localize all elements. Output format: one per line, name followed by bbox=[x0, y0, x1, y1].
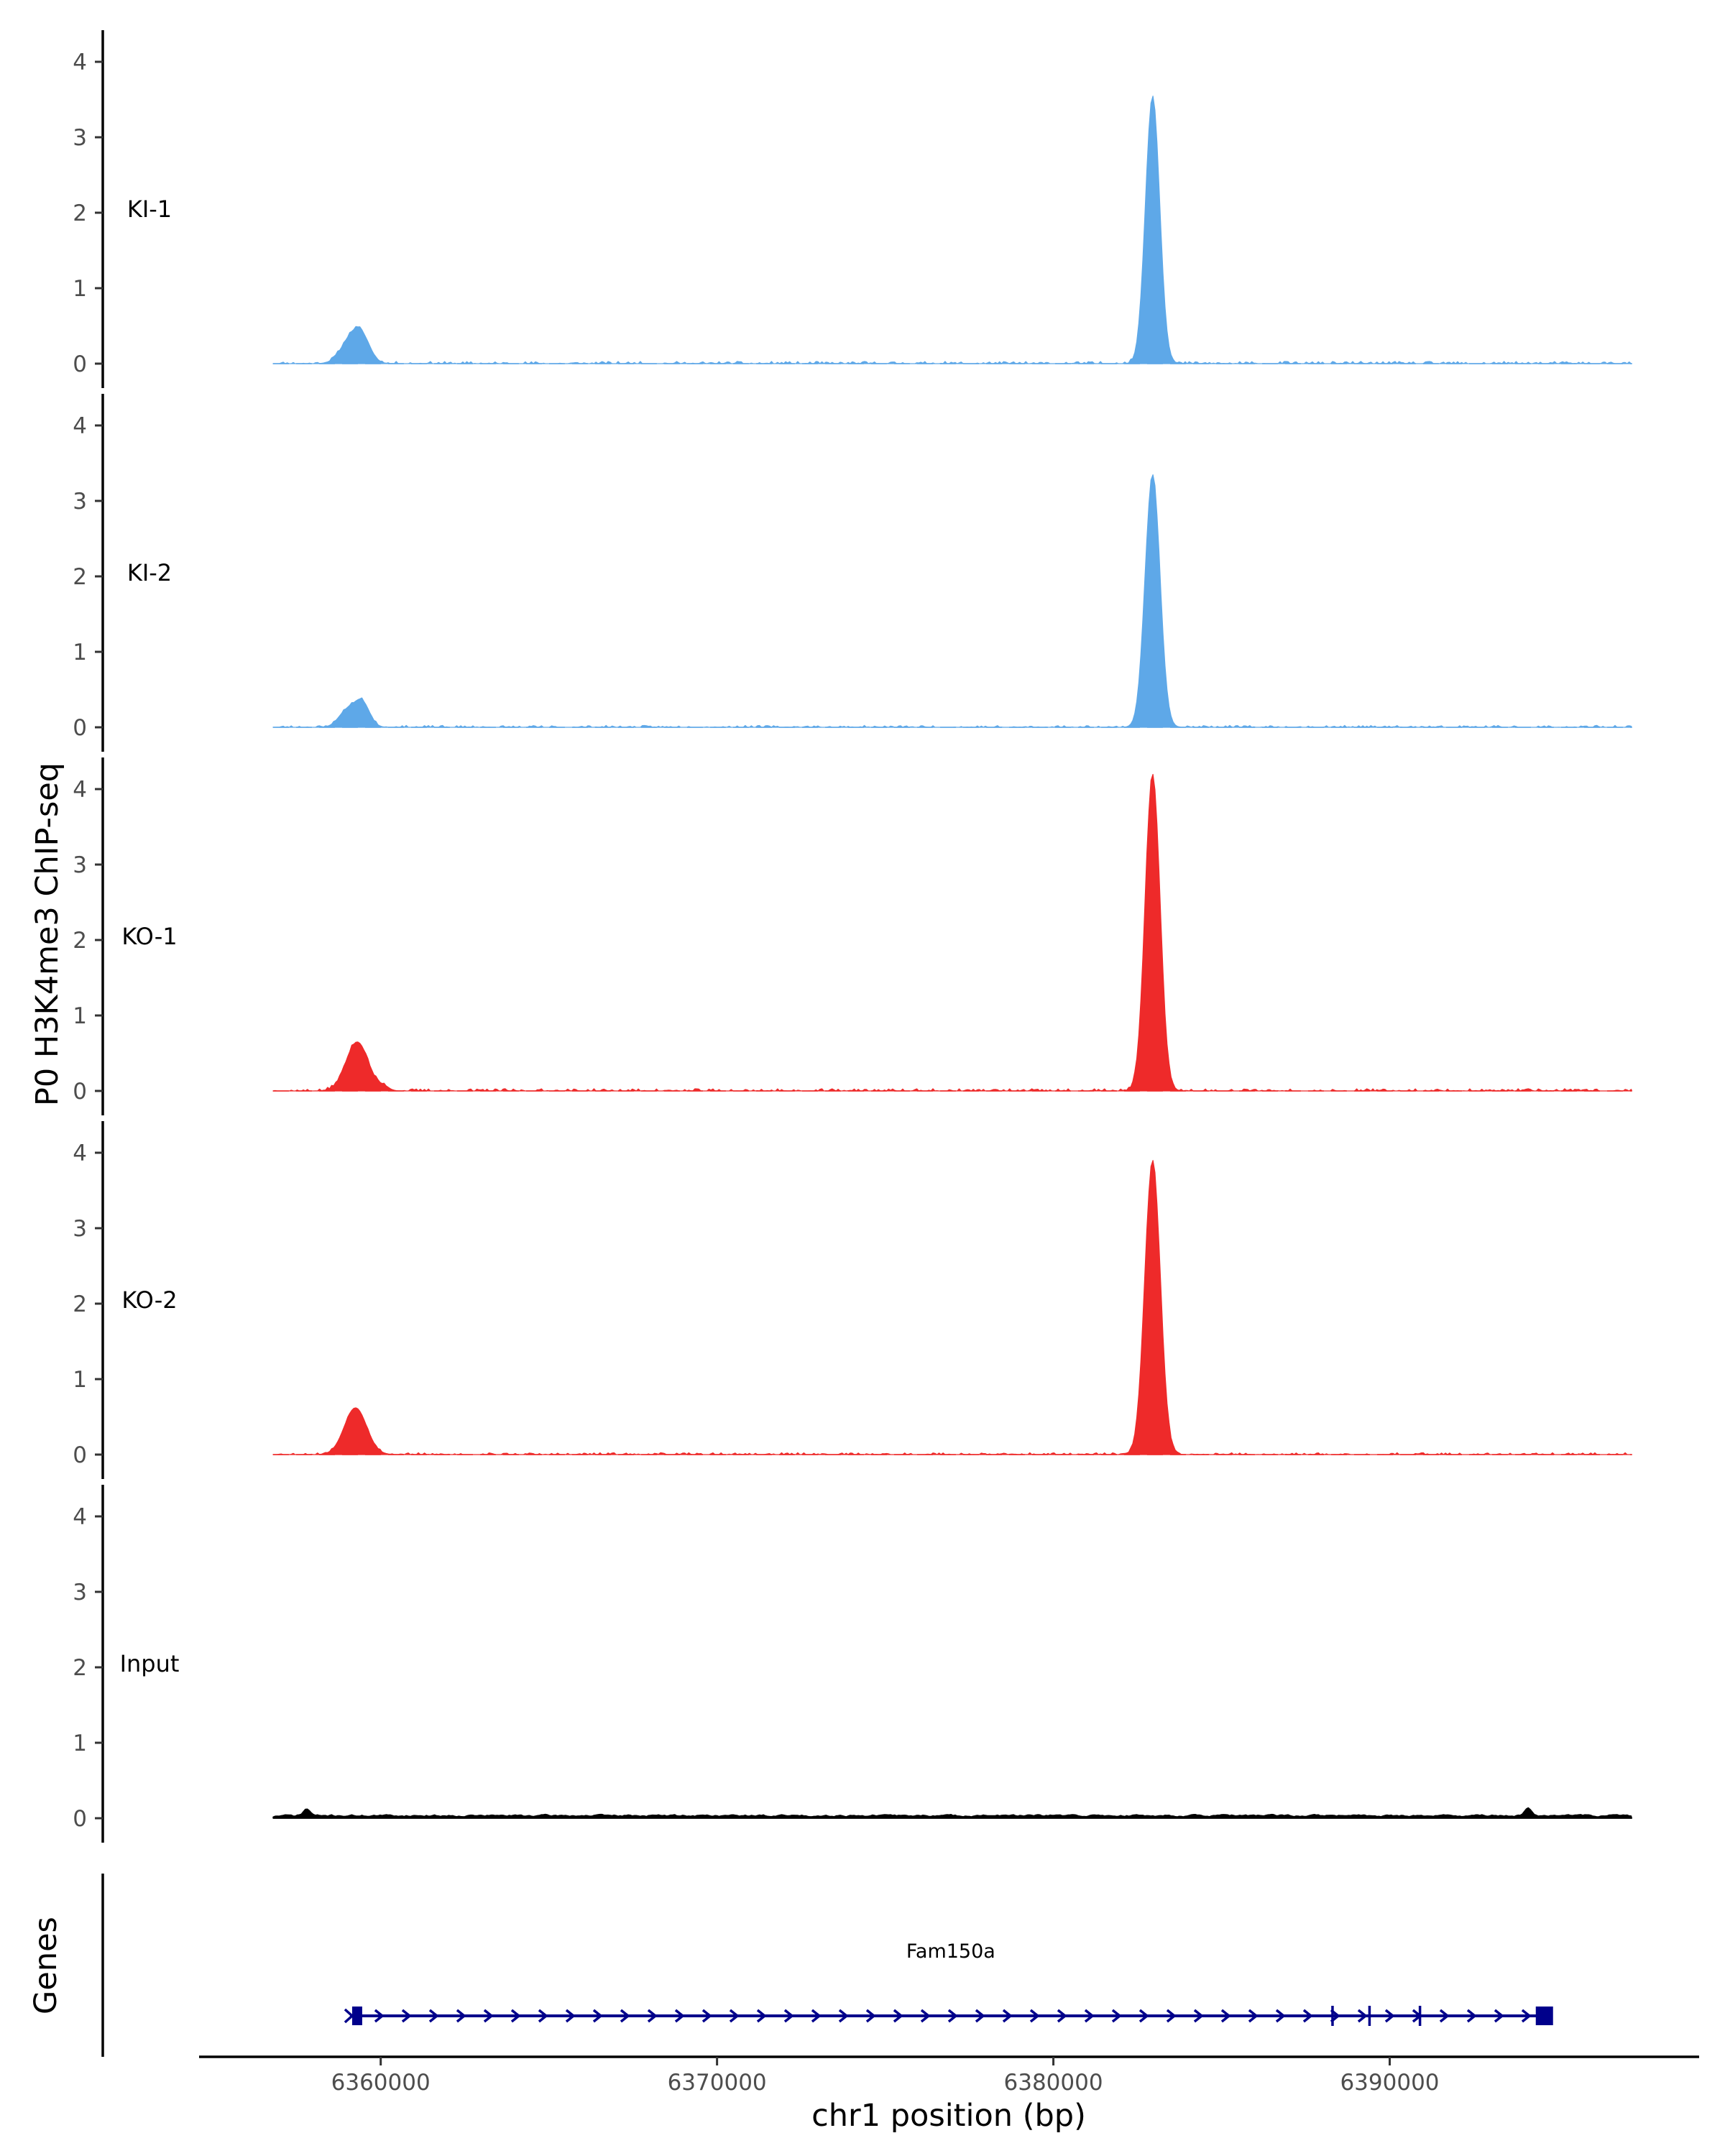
y-tick-label: 1 bbox=[73, 1003, 87, 1029]
strand-chevron bbox=[483, 2009, 494, 2023]
y-tick-label: 2 bbox=[73, 928, 87, 954]
y-tick-label: 0 bbox=[73, 1442, 87, 1468]
strand-chevron bbox=[374, 2009, 385, 2023]
x-tick-label: 6370000 bbox=[668, 2070, 767, 2096]
x-axis: 6360000 6370000 6380000 6390000 chr1 positi… bbox=[199, 2055, 1699, 2134]
y-tick-label: 3 bbox=[73, 852, 87, 878]
y-tick-label: 1 bbox=[73, 1367, 87, 1393]
y-tick-label: 0 bbox=[73, 1079, 87, 1105]
strand-chevron bbox=[865, 2009, 876, 2023]
strand-chevron bbox=[1494, 2009, 1504, 2023]
strand-chevron bbox=[1002, 2009, 1013, 2023]
strand-chevron bbox=[1193, 2009, 1204, 2023]
y-tick-label: 1 bbox=[73, 276, 87, 302]
y-axis-title: P0 H3K4me3 ChIP-seq bbox=[29, 763, 65, 1106]
x-axis-ticks: 6360000 6370000 6380000 6390000 bbox=[331, 2057, 1440, 2096]
gene-exon-start bbox=[351, 2007, 362, 2025]
gene-track-title: Genes bbox=[28, 1917, 64, 2014]
strand-chevron bbox=[702, 2009, 712, 2023]
strand-chevron bbox=[1302, 2009, 1313, 2023]
strand-chevron bbox=[1220, 2009, 1231, 2023]
track-label: KI-2 bbox=[127, 559, 172, 586]
track-label: KO-1 bbox=[121, 923, 177, 950]
y-tick-label: 4 bbox=[73, 777, 87, 803]
y-tick-label: 4 bbox=[73, 1504, 87, 1530]
y-tick-label: 0 bbox=[73, 351, 87, 377]
track-panel-ko-1: 0 1 2 3 4 KO-1 bbox=[73, 757, 1632, 1115]
coverage-tracks: 0 1 2 3 4 KI-1 0 1 2 3 4 KI-2 0 1 2 3 4 KO-1 0 1 2 3 4 KO-2 0 1 2 3… bbox=[73, 30, 1632, 1843]
strand-chevron bbox=[510, 2009, 521, 2023]
strand-chevron bbox=[1138, 2009, 1149, 2023]
y-tick-label: 1 bbox=[73, 1731, 87, 1756]
strand-chevron bbox=[674, 2009, 685, 2023]
strand-chevron bbox=[401, 2009, 412, 2023]
track-panel-input: 0 1 2 3 4 Input bbox=[73, 1485, 1632, 1843]
x-tick-label: 6380000 bbox=[1004, 2070, 1103, 2096]
strand-chevron bbox=[428, 2009, 439, 2023]
strand-chevron bbox=[620, 2009, 630, 2023]
y-tick-label: 3 bbox=[73, 1216, 87, 1242]
strand-chevron bbox=[456, 2009, 466, 2023]
strand-chevron bbox=[1166, 2009, 1177, 2023]
strand-chevron bbox=[1057, 2009, 1067, 2023]
strand-chevron bbox=[975, 2009, 985, 2023]
strand-chevron bbox=[344, 2008, 354, 2024]
y-tick-label: 2 bbox=[73, 564, 87, 590]
gene-exon-end bbox=[1535, 2007, 1553, 2025]
strand-chevron bbox=[1275, 2009, 1286, 2023]
y-tick-label: 4 bbox=[73, 50, 87, 75]
y-tick-label: 4 bbox=[73, 1141, 87, 1166]
y-tick-label: 1 bbox=[73, 640, 87, 665]
strand-chevron bbox=[1384, 2009, 1395, 2023]
strand-chevron bbox=[1029, 2009, 1040, 2023]
track-label: KO-2 bbox=[121, 1286, 177, 1314]
strand-chevron bbox=[1111, 2009, 1122, 2023]
strand-chevron bbox=[1357, 2009, 1368, 2023]
strand-chevron bbox=[729, 2009, 740, 2023]
strand-chevron bbox=[1466, 2009, 1477, 2023]
strand-chevron bbox=[893, 2009, 903, 2023]
track-label: Input bbox=[120, 1650, 180, 1677]
y-tick-label: 2 bbox=[73, 201, 87, 226]
strand-chevron bbox=[1439, 2009, 1450, 2023]
gene-track-panel: Genes Fam150a bbox=[28, 1874, 1553, 2057]
strand-chevron bbox=[565, 2009, 576, 2023]
y-tick-label: 3 bbox=[73, 1580, 87, 1606]
x-axis-title: chr1 position (bp) bbox=[811, 2098, 1086, 2134]
y-tick-label: 0 bbox=[73, 715, 87, 741]
coverage-area-input bbox=[272, 1807, 1632, 1819]
y-tick-label: 3 bbox=[73, 489, 87, 515]
y-tick-label: 2 bbox=[73, 1291, 87, 1317]
y-tick-label: 0 bbox=[73, 1806, 87, 1832]
track-panel-ki-2: 0 1 2 3 4 KI-2 bbox=[73, 394, 1632, 752]
track-panel-ki-1: 0 1 2 3 4 KI-1 bbox=[73, 30, 1632, 388]
x-tick-label: 6360000 bbox=[331, 2070, 431, 2096]
x-tick-label: 6390000 bbox=[1340, 2070, 1439, 2096]
gene-name-label: Fam150a bbox=[906, 1940, 995, 1963]
y-tick-label: 3 bbox=[73, 125, 87, 151]
strand-chevron bbox=[647, 2009, 658, 2023]
strand-chevron bbox=[783, 2009, 794, 2023]
strand-chevron bbox=[538, 2009, 548, 2023]
strand-chevron bbox=[947, 2009, 958, 2023]
strand-chevron bbox=[592, 2009, 603, 2023]
strand-chevron bbox=[1084, 2009, 1095, 2023]
strand-chevron bbox=[838, 2009, 849, 2023]
strand-chevron bbox=[1248, 2009, 1259, 2023]
y-tick-label: 4 bbox=[73, 413, 87, 439]
strand-chevron bbox=[811, 2009, 822, 2023]
strand-chevron bbox=[1521, 2009, 1532, 2023]
y-tick-label: 2 bbox=[73, 1655, 87, 1681]
track-label: KI-1 bbox=[127, 195, 172, 223]
strand-chevron bbox=[920, 2009, 931, 2023]
strand-chevron bbox=[756, 2009, 767, 2023]
gene-glyphs: Fam150a bbox=[344, 1940, 1553, 2026]
track-panel-ko-2: 0 1 2 3 4 KO-2 bbox=[73, 1121, 1632, 1479]
